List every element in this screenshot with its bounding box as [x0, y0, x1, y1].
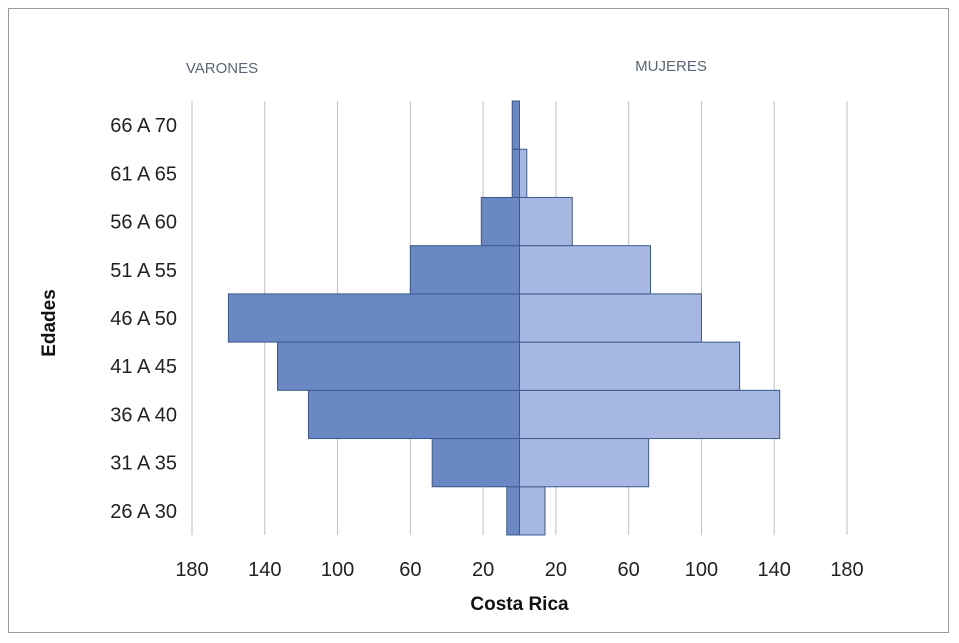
series-label-varones: VARONES	[186, 60, 258, 77]
x-tick-label-4: 20	[472, 559, 494, 581]
category-label-2: 36 A 40	[110, 404, 177, 426]
chart-frame: 180 140 100 60 20 20 60 100 140 180 26 A 30 31 A 3…	[8, 8, 949, 633]
x-axis-title: Costa Rica	[470, 594, 569, 615]
category-labels: 26 A 30 31 A 35 36 A 40 41 A 45 46 A 50 51 A …	[110, 115, 177, 523]
bar-varones-5	[409, 245, 521, 295]
bar-mujeres-2	[519, 389, 781, 440]
x-tick-labels: 180 140 100 60 20 20 60 100 140 180	[175, 559, 863, 581]
x-tick-label-8: 140	[758, 559, 791, 581]
bar-varones-2	[307, 389, 521, 440]
bar-mujeres-4	[519, 293, 702, 343]
bar-mujeres-1	[519, 438, 650, 488]
category-label-5: 51 A 55	[110, 260, 177, 282]
x-tick-label-6: 60	[618, 559, 640, 581]
series-label-mujeres: MUJERES	[635, 58, 707, 75]
bar-varones-1	[431, 438, 520, 488]
bar-mujeres-3	[519, 341, 741, 391]
category-label-3: 41 A 45	[110, 356, 177, 378]
population-pyramid-chart: 180 140 100 60 20 20 60 100 140 180 26 A 30 31 A 3…	[39, 58, 864, 615]
x-tick-label-9: 180	[830, 559, 863, 581]
y-axis-title: Edades	[39, 289, 60, 357]
category-label-4: 46 A 50	[110, 308, 177, 330]
category-label-0: 26 A 30	[110, 501, 177, 523]
x-tick-label-2: 100	[321, 559, 354, 581]
bar-varones-0	[506, 486, 520, 536]
x-tick-label-7: 100	[685, 559, 718, 581]
bar-mujeres-7	[519, 148, 528, 198]
bar-mujeres-6	[519, 196, 573, 247]
bar-varones-6	[480, 196, 520, 247]
bar-mujeres-0	[519, 486, 546, 536]
bar-varones-8	[511, 100, 521, 150]
category-label-8: 66 A 70	[110, 115, 177, 137]
bar-varones-3	[277, 341, 520, 391]
category-label-7: 61 A 65	[110, 163, 177, 185]
x-tick-label-5: 20	[545, 559, 567, 581]
category-label-1: 31 A 35	[110, 453, 177, 475]
x-tick-label-1: 140	[248, 559, 281, 581]
bar-varones-7	[511, 148, 521, 198]
bar-mujeres-5	[519, 245, 651, 295]
bars	[227, 100, 781, 536]
bar-varones-4	[227, 293, 520, 343]
x-tick-label-0: 180	[175, 559, 208, 581]
x-tick-label-3: 60	[399, 559, 421, 581]
category-label-6: 56 A 60	[110, 212, 177, 234]
